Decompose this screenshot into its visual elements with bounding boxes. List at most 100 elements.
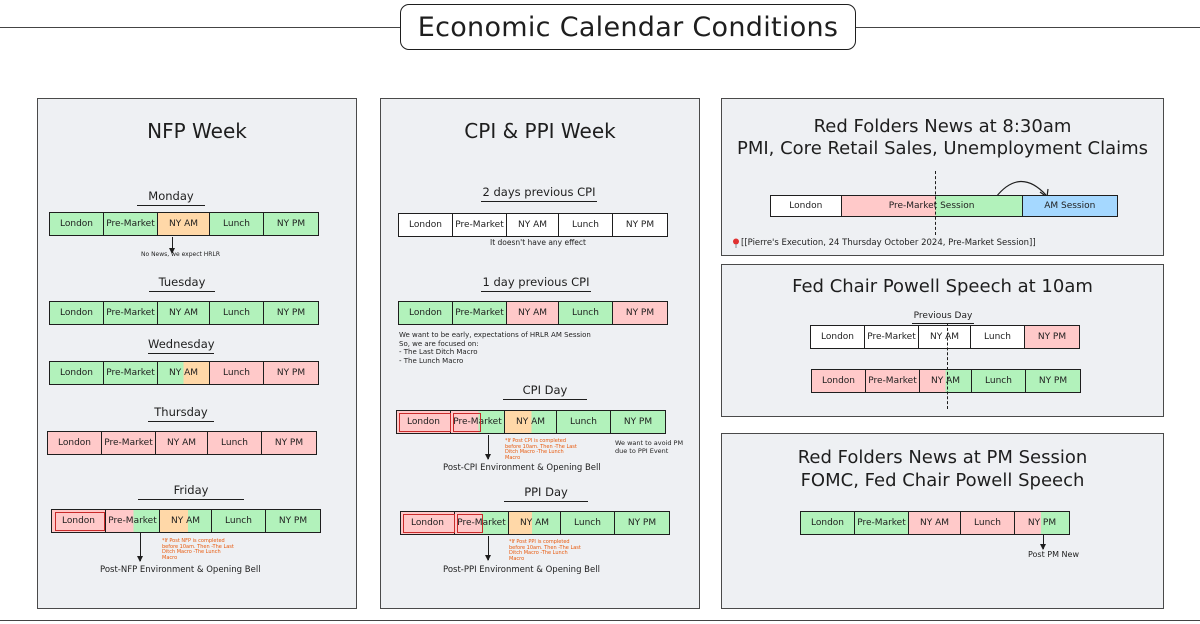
speech-10am-marker bbox=[947, 323, 948, 409]
cpi-title: CPI & PPI Week bbox=[464, 119, 616, 143]
segment-london: London bbox=[52, 510, 106, 532]
execution-link-text: [[Pierre's Execution, 24 Thursday Octobe… bbox=[741, 238, 1036, 248]
cpi-orange-note: *If Post CPI is completed before 10am. T… bbox=[505, 438, 577, 461]
previous-day-label: Previous Day bbox=[912, 311, 974, 324]
pin-icon bbox=[733, 238, 739, 248]
section-ppi-day: PPI Day bbox=[504, 485, 588, 502]
segment-lunch: Lunch bbox=[212, 510, 266, 532]
arrow-down-icon bbox=[485, 536, 491, 561]
segment-premarket: Pre-Market bbox=[106, 510, 160, 532]
segment-london: London bbox=[50, 362, 104, 384]
section-1-day-previous-cpi: 1 day previous CPI bbox=[481, 275, 591, 292]
segment-ny-am: NY AM bbox=[505, 411, 557, 433]
day-friday: Friday bbox=[138, 483, 244, 500]
focus-line: We want to be early, expectations of HRL… bbox=[399, 331, 591, 339]
london-highlight bbox=[399, 413, 451, 432]
segment-premarket: Pre-Market bbox=[453, 302, 507, 324]
day-wednesday: Wednesday bbox=[148, 337, 215, 354]
segment-premarket: Pre-Market bbox=[865, 326, 919, 348]
segment-ny-am: NY AM bbox=[158, 302, 210, 324]
segment-ny-pm: NY PM bbox=[262, 432, 316, 454]
segment-am-session: AM Session bbox=[1022, 196, 1117, 216]
segment-ny-pm: NY PM bbox=[1015, 512, 1069, 534]
segment-lunch: Lunch bbox=[972, 370, 1026, 392]
timeline-powell-previous-day: London Pre-Market NY AM Lunch NY PM bbox=[810, 325, 1080, 349]
ppi-orange-note: *If Post PPI is completed before 10am. T… bbox=[509, 539, 581, 562]
segment-ny-pm: NY PM bbox=[264, 302, 318, 324]
nfp-title: NFP Week bbox=[147, 119, 247, 143]
segment-ny-am: NY AM bbox=[920, 370, 972, 392]
segment-premarket: Pre-Market bbox=[104, 213, 158, 235]
segment-lunch: Lunch bbox=[210, 302, 264, 324]
segment-lunch: Lunch bbox=[210, 213, 264, 235]
monday-note: No News, we expect HRLR bbox=[141, 251, 220, 258]
nfp-week-panel: NFP Week Monday London Pre-Market NY AM … bbox=[37, 98, 357, 609]
timeline-cpi-day: London Pre-Market NY AM Lunch NY PM bbox=[396, 410, 666, 434]
segment-premarket: Pre-Market bbox=[855, 512, 909, 534]
timeline-wednesday: London Pre-Market NY AM Lunch NY PM bbox=[49, 361, 319, 385]
london-highlight bbox=[403, 514, 455, 533]
timeline-2-days-previous: London Pre-Market NY AM Lunch NY PM bbox=[398, 213, 668, 237]
segment-ny-pm: NY PM bbox=[264, 213, 318, 235]
timeline-1-day-previous: London Pre-Market NY AM Lunch NY PM bbox=[398, 301, 668, 325]
segment-london: London bbox=[812, 370, 866, 392]
focus-line: - The Last Ditch Macro bbox=[399, 348, 478, 356]
segment-ny-am: NY AM bbox=[909, 512, 961, 534]
timeline-pm-session: London Pre-Market NY AM Lunch NY PM bbox=[800, 511, 1070, 535]
ppi-caption: Post-PPI Environment & Opening Bell bbox=[443, 565, 600, 575]
pm-caption: Post PM New bbox=[1028, 550, 1079, 559]
focus-line: So, we are focused on: bbox=[399, 339, 479, 348]
red830-title-1: Red Folders News at 8:30am bbox=[813, 116, 1072, 137]
segment-ny-pm: NY PM bbox=[613, 302, 667, 324]
focus-line: - The Lunch Macro bbox=[399, 356, 464, 365]
avoid-pm-note: We want to avoid PM due to PPI Event bbox=[615, 439, 684, 455]
segment-london: London bbox=[48, 432, 102, 454]
pm-title-1: Red Folders News at PM Session bbox=[797, 447, 1088, 468]
segment-lunch: Lunch bbox=[961, 512, 1015, 534]
segment-ny-am: NY AM bbox=[507, 302, 559, 324]
segment-premarket: Pre-Market bbox=[453, 214, 507, 236]
segment-ny-pm: NY PM bbox=[615, 512, 669, 534]
arrow-down-icon bbox=[137, 533, 143, 562]
timeline-tuesday: London Pre-Market NY AM Lunch NY PM bbox=[49, 301, 319, 325]
arrow-down-icon bbox=[169, 237, 175, 254]
segment-london: London bbox=[811, 326, 865, 348]
cpi-ppi-week-panel: CPI & PPI Week 2 days previous CPI Londo… bbox=[380, 98, 700, 609]
london-highlight bbox=[55, 512, 105, 531]
timeline-thursday: London Pre-Market NY AM Lunch NY PM bbox=[47, 431, 317, 455]
segment-lunch: Lunch bbox=[561, 512, 615, 534]
segment-ny-am: NY AM bbox=[158, 213, 210, 235]
day-monday: Monday bbox=[137, 189, 205, 206]
segment-london: London bbox=[50, 302, 104, 324]
day-tuesday: Tuesday bbox=[149, 275, 215, 292]
segment-ny-pm: NY PM bbox=[266, 510, 320, 532]
segment-london: London bbox=[801, 512, 855, 534]
red830-title-2: PMI, Core Retail Sales, Unemployment Cla… bbox=[736, 138, 1149, 159]
timeline-powell-day: London Pre-Market NY AM Lunch NY PM bbox=[811, 369, 1081, 393]
nfp-caption: Post-NFP Environment & Opening Bell bbox=[100, 565, 261, 575]
segment-ny-pm: NY PM bbox=[611, 411, 665, 433]
segment-lunch: Lunch bbox=[208, 432, 262, 454]
news-830-marker bbox=[935, 171, 936, 235]
section-2-days-previous-cpi: 2 days previous CPI bbox=[481, 185, 597, 202]
focus-note: We want to be early, expectations of HRL… bbox=[399, 331, 591, 365]
segment-ny-am: NY AM bbox=[509, 512, 561, 534]
segment-ny-am: NY AM bbox=[507, 214, 559, 236]
segment-premarket-session: Pre-Market Session bbox=[841, 196, 1023, 216]
segment-lunch: Lunch bbox=[559, 302, 613, 324]
segment-lunch: Lunch bbox=[557, 411, 611, 433]
segment-premarket: Pre-Market bbox=[102, 432, 156, 454]
section-cpi-day: CPI Day bbox=[503, 383, 587, 400]
segment-ny-pm: NY PM bbox=[613, 214, 667, 236]
page-title: Economic Calendar Conditions bbox=[400, 4, 856, 50]
segment-lunch: Lunch bbox=[559, 214, 613, 236]
segment-ny-pm: NY PM bbox=[1026, 370, 1080, 392]
red-folders-830-panel: Red Folders News at 8:30am PMI, Core Ret… bbox=[721, 98, 1164, 256]
segment-premarket: Pre-Market bbox=[451, 411, 505, 433]
execution-link[interactable]: [[Pierre's Execution, 24 Thursday Octobe… bbox=[732, 238, 1036, 248]
no-effect-note: It doesn't have any effect bbox=[490, 238, 586, 247]
day-thursday: Thursday bbox=[148, 405, 214, 422]
segment-ny-am: NY AM bbox=[158, 362, 210, 384]
timeline-830: London Pre-Market Session AM Session bbox=[770, 195, 1118, 217]
segment-london: London bbox=[771, 196, 842, 216]
